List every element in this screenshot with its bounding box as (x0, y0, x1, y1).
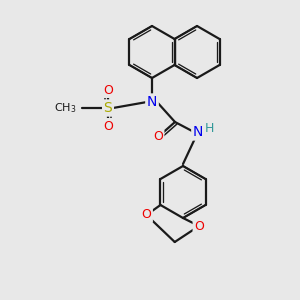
Text: O: O (142, 208, 152, 221)
Text: H: H (204, 122, 214, 134)
Text: N: N (147, 95, 157, 109)
Text: O: O (103, 119, 113, 133)
Text: O: O (194, 220, 204, 232)
Text: O: O (103, 83, 113, 97)
Text: O: O (153, 130, 163, 143)
Text: S: S (103, 101, 112, 115)
Text: CH$_3$: CH$_3$ (53, 101, 76, 115)
Text: N: N (193, 125, 203, 139)
